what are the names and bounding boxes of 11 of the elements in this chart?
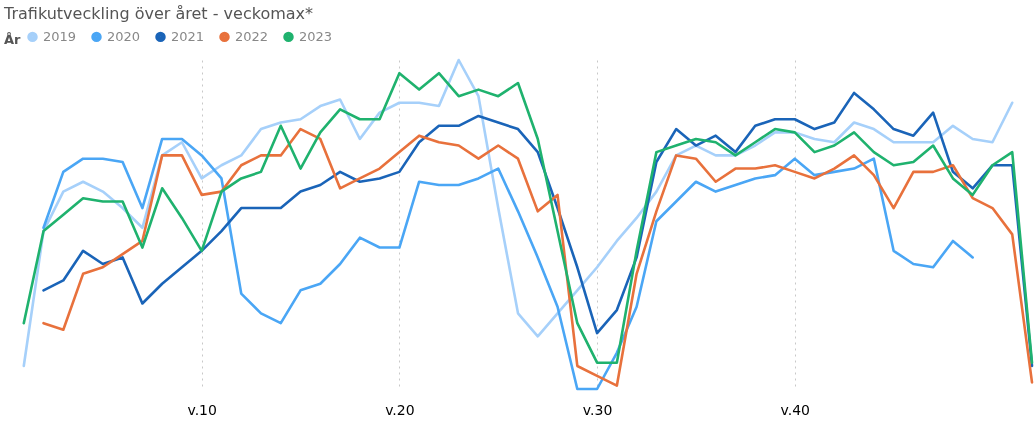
x-tick-label: v.30 — [582, 401, 613, 418]
x-tick-label: v.10 — [187, 401, 217, 418]
legend-label: 2020 — [107, 28, 141, 44]
legend-label: 2023 — [299, 28, 333, 44]
legend-title: År — [4, 32, 22, 47]
legend-label: 2019 — [43, 28, 77, 44]
chart-title: Trafikutveckling över året - veckomax* — [3, 4, 314, 23]
legend-label: 2022 — [235, 28, 269, 44]
x-tick-label: v.20 — [385, 401, 415, 418]
legend-label: 2021 — [171, 28, 205, 44]
x-tick-label: v.40 — [780, 401, 810, 418]
